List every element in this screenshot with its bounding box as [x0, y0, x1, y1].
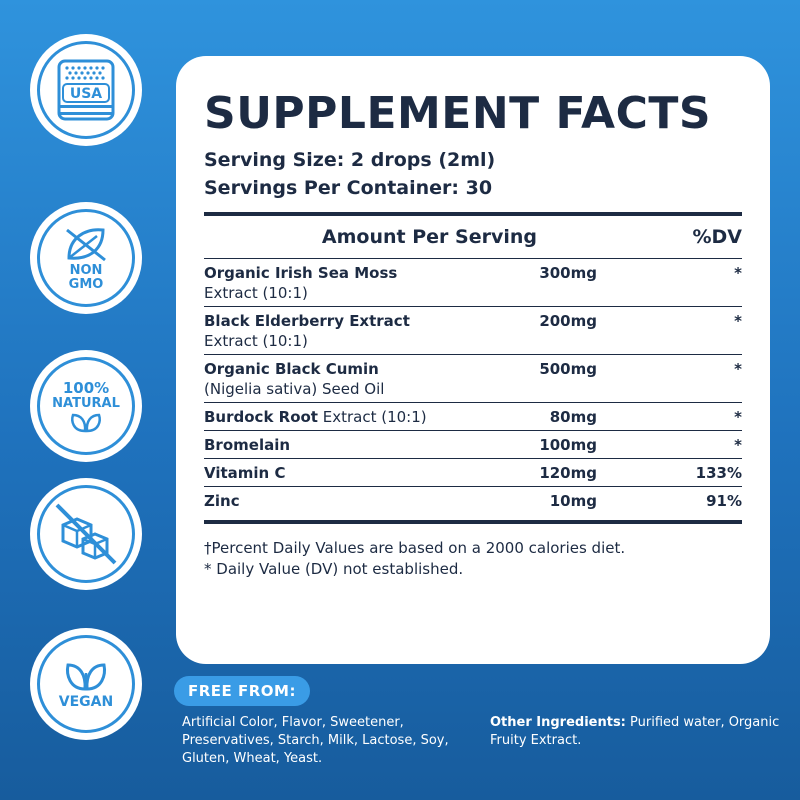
natural-badge: 100% NATURAL [30, 350, 142, 462]
supplement-facts-card: SUPPLEMENT FACTS Serving Size: 2 drops (… [176, 56, 770, 664]
other-ingredients: Other Ingredients: Purified water, Organ… [490, 714, 780, 750]
table-row: Vitamin C 120mg 133% [204, 459, 742, 486]
natural-line-1: 100% [62, 378, 110, 397]
leaf-icon [66, 228, 106, 262]
divider-thick [204, 520, 742, 524]
ingredient-amount: 300mg [539, 264, 597, 282]
usa-badge: USA [30, 34, 142, 146]
ingredient-amount: 10mg [549, 492, 597, 510]
ingredient-name-bold: Organic Black Cumin [204, 360, 379, 378]
divider [204, 354, 742, 355]
ingredient-name-detail: Extract (10:1) [204, 332, 308, 350]
divider [204, 306, 742, 307]
natural-leaves-icon [71, 413, 101, 432]
usa-flag-icon: USA [57, 59, 115, 121]
ingredient-name-detail: (Nigelia sativa) Seed Oil [204, 380, 385, 398]
free-from-text: Artificial Color, Flavor, Sweetener, Pre… [182, 715, 449, 766]
ingredient-amount: 100mg [539, 436, 597, 454]
ingredient-name-bold: Burdock Root [204, 408, 318, 426]
non-gmo-line-1: NON [69, 263, 103, 278]
usa-badge-label: USA [70, 86, 102, 102]
ingredient-name: Organic Black Cumin (Nigelia sativa) See… [204, 359, 524, 399]
vegan-badge-ring: VEGAN [37, 635, 135, 733]
ingredient-name-bold: Organic Irish Sea Moss [204, 264, 398, 282]
ingredient-dv: * [734, 264, 742, 282]
divider [204, 430, 742, 431]
ingredient-name: Bromelain [204, 435, 524, 455]
usa-badge-ring: USA [37, 41, 135, 139]
ingredient-amount: 80mg [549, 408, 597, 426]
table-header: Amount Per Serving %DV [204, 216, 742, 258]
non-gmo-line-2: GMO [68, 277, 104, 292]
ingredient-name: Burdock Root Extract (10:1) [204, 407, 524, 427]
ingredient-dv: * [734, 312, 742, 330]
ingredient-name: Vitamin C [204, 463, 524, 483]
divider [204, 458, 742, 459]
table-row: Organic Black Cumin (Nigelia sativa) See… [204, 355, 742, 402]
natural-badge-ring: 100% NATURAL [37, 357, 135, 455]
card-title: SUPPLEMENT FACTS [204, 88, 712, 139]
table-row: Organic Irish Sea Moss Extract (10:1) 30… [204, 259, 742, 306]
footnotes: †Percent Daily Values are based on a 200… [204, 538, 742, 580]
no-sugar-badge-ring [37, 485, 135, 583]
divider [204, 402, 742, 403]
natural-line-2: NATURAL [52, 395, 120, 411]
ingredient-name: Zinc [204, 491, 524, 511]
free-from-label: FREE FROM: [174, 676, 310, 706]
footnote-not-established: * Daily Value (DV) not established. [204, 560, 464, 578]
ingredient-amount: 120mg [539, 464, 597, 482]
no-sugar-cubes-icon [55, 503, 117, 565]
ingredient-dv: * [734, 360, 742, 378]
ingredient-name-bold: Black Elderberry Extract [204, 312, 410, 330]
ingredient-name: Black Elderberry Extract Extract (10:1) [204, 311, 524, 351]
ingredient-dv: 91% [706, 492, 742, 510]
ingredient-name: Organic Irish Sea Moss Extract (10:1) [204, 263, 524, 303]
non-gmo-badge: NON GMO [30, 202, 142, 314]
divider-thick [204, 212, 742, 216]
ingredient-name-bold: Zinc [204, 492, 240, 510]
divider [204, 486, 742, 487]
ingredient-name-bold: Bromelain [204, 436, 291, 454]
header-amount-per-serving: Amount Per Serving [321, 226, 537, 248]
table-row: Zinc 10mg 91% [204, 487, 742, 514]
ingredient-name-detail: Extract (10:1) [204, 284, 308, 302]
ingredient-amount: 200mg [539, 312, 597, 330]
ingredient-dv: * [734, 408, 742, 426]
ingredient-name-detail: Extract (10:1) [317, 408, 427, 426]
vegan-leaves-icon [66, 663, 106, 691]
ingredient-dv: 133% [695, 464, 742, 482]
table-row: Bromelain 100mg * [204, 431, 742, 458]
non-gmo-badge-ring: NON GMO [37, 209, 135, 307]
ingredient-amount: 500mg [539, 360, 597, 378]
divider [204, 258, 742, 259]
table-row: Black Elderberry Extract Extract (10:1) … [204, 307, 742, 354]
header-dv: %DV [692, 226, 742, 248]
vegan-badge: VEGAN [30, 628, 142, 740]
ingredient-dv: * [734, 436, 742, 454]
serving-size: Serving Size: 2 drops (2ml) [204, 149, 496, 171]
other-ingredients-text: Purified water, Organic Fruity Extract. [490, 715, 780, 748]
table-row: Burdock Root Extract (10:1) 80mg * [204, 403, 742, 430]
no-sugar-badge [30, 478, 142, 590]
vegan-label: VEGAN [58, 694, 114, 710]
servings-per-container: Servings Per Container: 30 [204, 177, 493, 199]
footnote-daily-values: †Percent Daily Values are based on a 200… [204, 539, 626, 557]
ingredient-name-bold: Vitamin C [204, 464, 286, 482]
other-ingredients-label: Other Ingredients: [490, 715, 626, 730]
